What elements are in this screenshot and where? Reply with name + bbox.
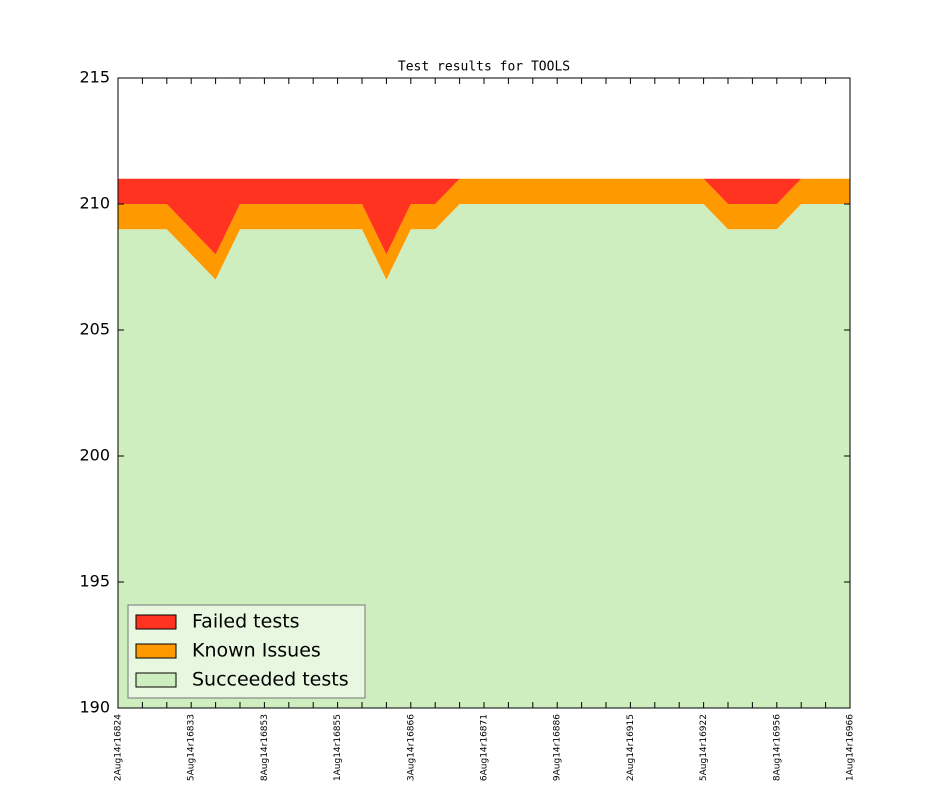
x-tick-label: 2Aug14r16915 [626, 714, 636, 781]
x-tick-label: 5Aug14r16833 [187, 714, 197, 781]
y-tick-label: 215 [79, 68, 110, 87]
y-tick-label: 205 [79, 320, 110, 339]
x-tick-label: 9Aug14r16886 [553, 714, 563, 781]
x-tick-label: 1Aug14r16855 [333, 714, 343, 781]
x-tick-label: 3Aug14r16866 [406, 714, 416, 781]
legend-label: Failed tests [192, 611, 300, 633]
x-tick-label: 5Aug14r16922 [699, 714, 709, 781]
legend-swatch [135, 643, 177, 659]
area [118, 178, 850, 255]
legend-label: Known Issues [192, 640, 321, 662]
legend-label: Succeeded tests [192, 669, 349, 691]
x-tick-label: 8Aug14r16853 [260, 714, 270, 781]
chart-title: Test results for TOOLS [398, 60, 570, 75]
y-tick-label: 200 [79, 446, 110, 465]
y-tick-label: 210 [79, 194, 110, 213]
legend: Failed tests Known Issues Succeeded tests [127, 604, 366, 699]
y-tick-label: 195 [79, 572, 110, 591]
x-tick-label: 1Aug14r16966 [846, 714, 856, 781]
legend-swatch [135, 614, 177, 630]
area [118, 204, 850, 708]
legend-swatch [135, 672, 177, 688]
y-tick-label: 190 [79, 698, 110, 717]
x-tick-label: 6Aug14r16871 [480, 714, 490, 781]
x-tick-label: 8Aug14r16956 [772, 714, 782, 781]
x-tick-label: 2Aug14r16824 [114, 714, 124, 781]
